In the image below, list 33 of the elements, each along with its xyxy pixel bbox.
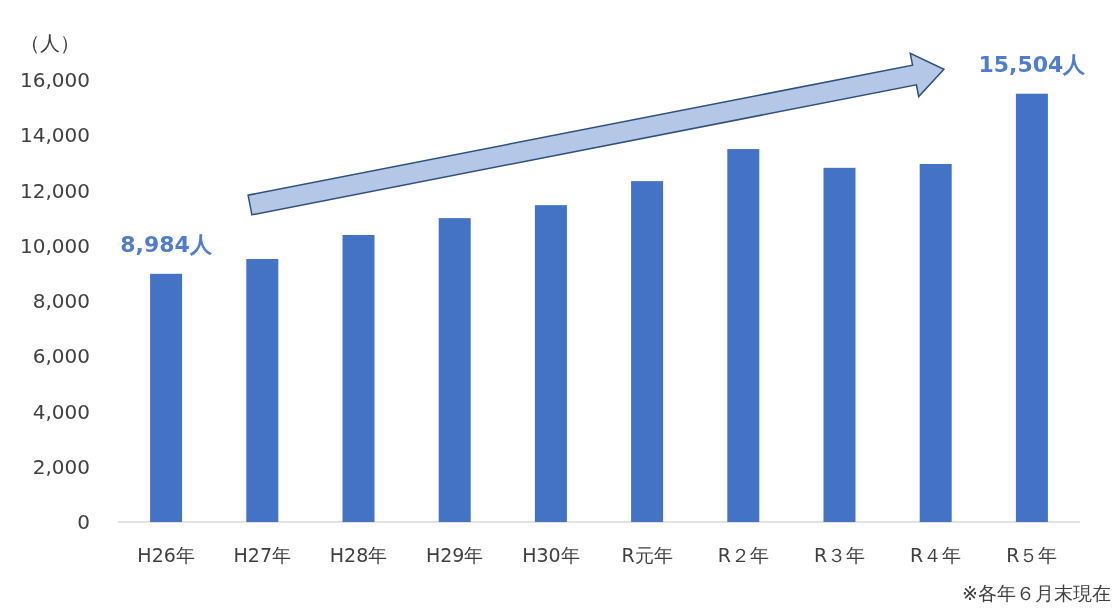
bar <box>631 181 664 522</box>
bar <box>1015 93 1048 522</box>
data-label: 15,504人 <box>978 51 1087 77</box>
y-tick-label: 6,000 <box>32 344 90 369</box>
x-tick-label: H28年 <box>329 544 388 566</box>
bar <box>150 273 183 522</box>
data-label: 8,984人 <box>120 231 213 257</box>
bar <box>727 149 760 522</box>
x-tick-label: H26年 <box>137 544 195 566</box>
x-tick-label: R５年 <box>1006 544 1058 566</box>
bar <box>342 234 375 522</box>
bar <box>919 163 952 522</box>
y-tick-label: 10,000 <box>20 233 90 258</box>
y-tick-label: 16,000 <box>20 68 90 92</box>
bar <box>534 205 567 522</box>
bar <box>438 218 471 522</box>
bar <box>823 167 856 522</box>
y-tick-label: 14,000 <box>20 123 90 148</box>
x-tick-label: H27年 <box>233 544 292 566</box>
x-tick-label: R３年 <box>813 544 866 566</box>
bar <box>246 259 279 522</box>
x-tick-label: R元年 <box>621 544 673 566</box>
y-tick-label: 8,000 <box>32 289 90 313</box>
y-tick-label: 2,000 <box>32 454 90 479</box>
y-tick-label: 12,000 <box>20 178 90 203</box>
x-tick-label: R４年 <box>910 544 962 566</box>
y-axis-title: （人） <box>20 31 80 55</box>
y-tick-label: 4,000 <box>32 399 90 424</box>
x-tick-label: H30年 <box>522 544 580 566</box>
x-tick-label: H29年 <box>425 544 484 566</box>
text: ※各年６月末現在 <box>962 582 1111 604</box>
y-tick-label: 0 <box>77 510 90 534</box>
x-tick-label: R２年 <box>717 544 769 566</box>
